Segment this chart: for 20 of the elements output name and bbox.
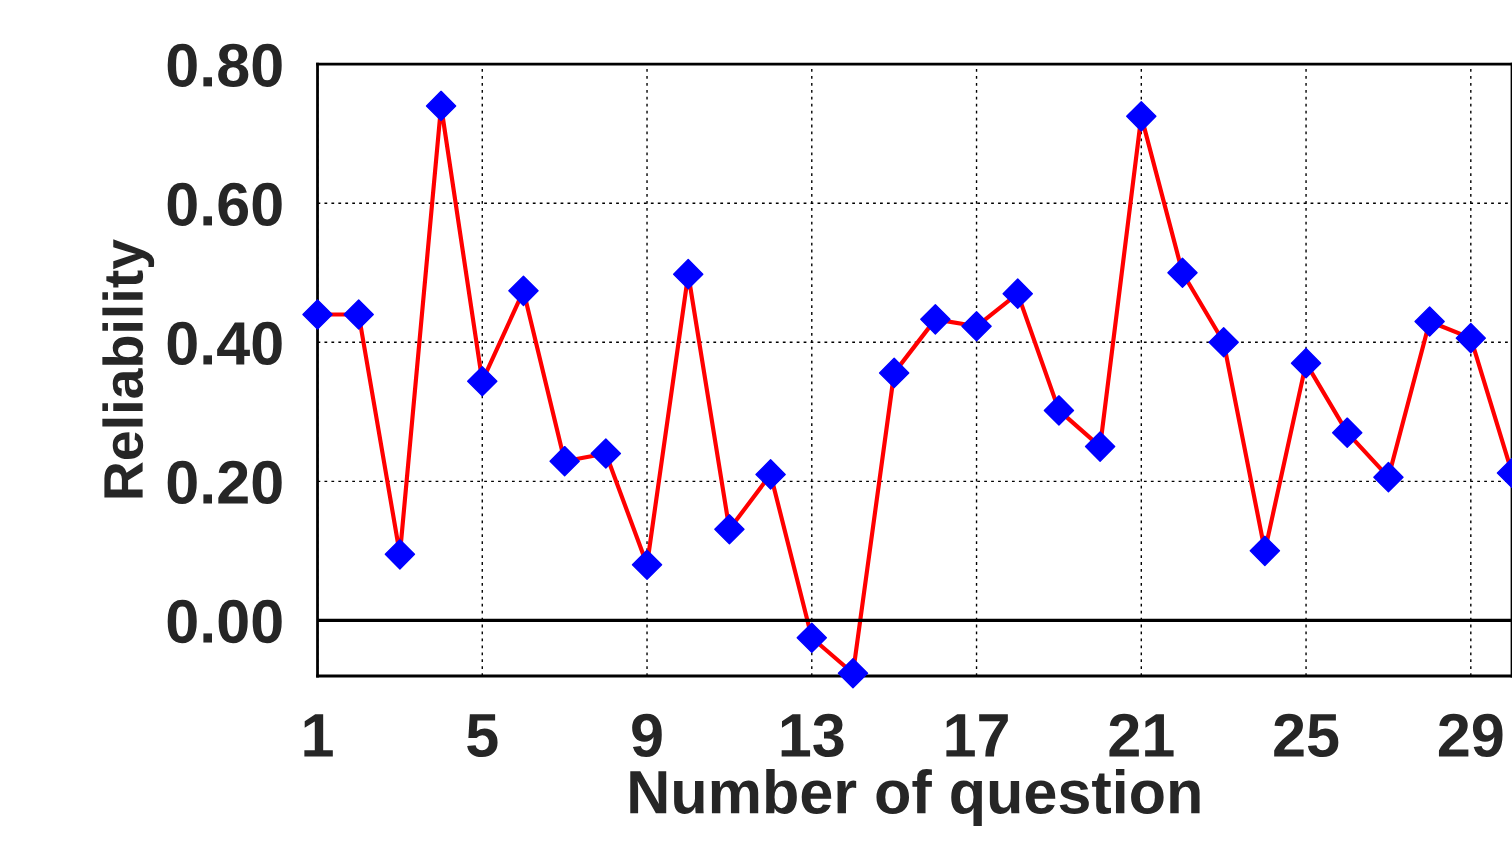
- y-tick-label: 0.80: [167, 43, 282, 87]
- y-tick-label: 0.00: [167, 599, 282, 644]
- point: [796, 622, 828, 654]
- x-tick-label: 9: [632, 713, 662, 757]
- point: [1084, 431, 1116, 462]
- x-tick-label: 17: [946, 714, 1008, 757]
- point: [467, 365, 498, 397]
- point: [1043, 395, 1075, 426]
- x-tick-label: 21: [1109, 713, 1174, 757]
- y-tick-label: 0.60: [167, 182, 282, 227]
- y-tick-label: 0.40: [167, 321, 282, 366]
- x-tick-label: 25: [1274, 713, 1339, 757]
- x-tick-label: 13: [781, 713, 844, 758]
- x-tick-label: 29: [1438, 713, 1503, 757]
- point: [549, 445, 580, 477]
- x-axis-title: Number of question: [630, 769, 1200, 827]
- x-tick-label: 5: [467, 714, 498, 757]
- x-tick-label: 1: [304, 714, 333, 757]
- y-axis-title: Reliability: [102, 239, 155, 498]
- y-tick-label: 0.20: [167, 460, 282, 505]
